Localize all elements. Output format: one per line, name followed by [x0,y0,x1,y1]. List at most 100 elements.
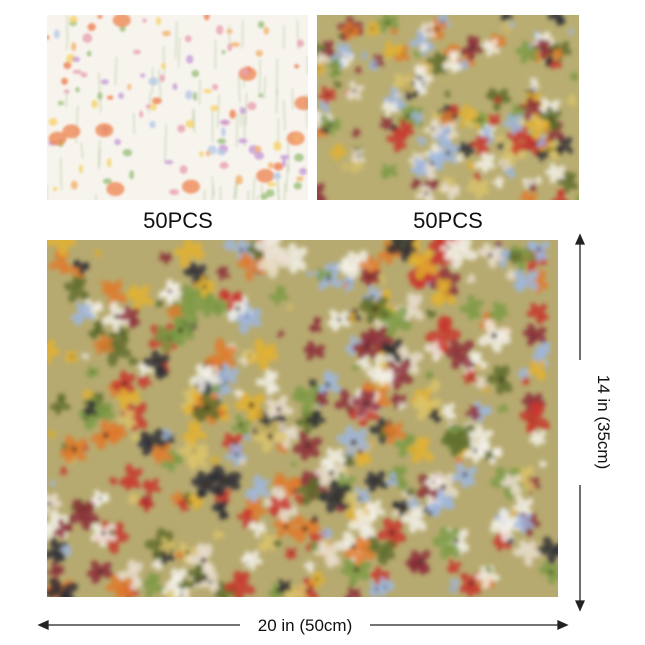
flower-motif [110,574,122,588]
flower-motif [219,508,224,512]
flower-motif [185,491,191,499]
flower-motif [293,463,298,467]
flower-motif [284,183,286,200]
flower-motif [470,362,476,368]
flower-motif [285,425,298,437]
flower-motif [404,71,416,83]
flower-motif [443,404,451,412]
flower-motif [573,76,576,78]
flower-motif [351,149,359,157]
flower-motif [345,31,353,41]
flower-motif [549,149,551,151]
flower-motif [273,141,282,151]
flower-motif [390,348,396,354]
flower-motif [276,333,281,337]
height-label: 14 in (35cm) [594,375,613,469]
flower-motif [416,112,423,118]
flower-motif [58,393,66,404]
flower-motif [348,453,354,461]
flower-motif [525,377,530,382]
flower-motif [53,594,65,597]
flower-motif [370,269,381,278]
flower-motif [160,252,166,258]
flower-motif [330,118,342,126]
flower-motif [133,49,141,55]
flower-motif [233,455,241,467]
flower-motif [102,314,117,325]
flower-motif [316,571,323,580]
flower-motif [527,181,530,185]
flower-motif [352,588,361,596]
flower-motif [446,565,454,572]
flower-motif [91,523,104,534]
flower-motif [182,431,195,441]
flower-motif [53,568,58,572]
flower-motif [97,250,102,254]
flower-motif [449,339,463,354]
flower-motif [423,126,433,134]
flower-motif [375,307,390,320]
flower-motif [245,509,253,519]
flower-motif [499,507,510,525]
flower-motif [115,587,125,597]
flower-motif [239,248,244,253]
flower-motif [143,504,150,513]
flower-motif [346,20,353,31]
flower-motif [498,244,500,246]
flower-motif [326,528,333,535]
flower-motif [343,467,347,471]
flower-motif [471,118,481,124]
flower-motif [476,145,484,156]
flower-motif [200,275,208,287]
flower-motif [410,503,415,510]
flower-motif [222,363,231,374]
flower-motif [526,279,539,291]
flower-motif [245,556,251,562]
flower-motif [314,546,320,552]
flower-motif [569,31,572,36]
flower-motif [378,60,385,67]
flower-motif [181,179,200,194]
flower-motif [278,286,286,296]
flower-motif [276,406,282,412]
flower-motif [52,186,58,192]
flower-motif [499,365,510,380]
flower-motif [218,532,225,537]
flower-motif [355,364,359,368]
flower-motif [337,82,342,86]
flower-motif [541,135,547,142]
flower-motif [412,111,418,118]
flower-motif [413,177,418,184]
flower-motif [275,88,278,114]
flower-motif [375,508,386,516]
flower-motif [550,197,560,200]
flower-motif [110,476,114,481]
flower-motif [441,126,452,137]
flower-motif [447,527,460,543]
flower-motif [280,330,283,335]
flower-motif [179,593,184,597]
flower-motif [395,91,398,95]
flower-motif [511,23,516,26]
flower-motif [261,184,264,200]
flower-motif [368,425,382,435]
flower-motif [407,492,411,498]
flower-motif [317,130,322,139]
flower-motif [459,141,467,150]
flower-motif [353,90,362,101]
flower-motif [315,577,319,581]
flower-motif [357,66,361,70]
flower-motif [82,33,93,44]
flower-motif [148,77,159,86]
flower-motif [164,432,167,436]
flower-motif [350,317,353,320]
flower-motif [306,55,308,75]
flower-motif [177,124,186,133]
flower-motif [70,312,83,322]
flower-motif [112,15,131,28]
flower-motif [301,398,313,416]
flower-motif [332,261,336,266]
flower-motif [428,313,433,320]
flower-motif [178,555,182,561]
flower-motif [557,48,562,54]
